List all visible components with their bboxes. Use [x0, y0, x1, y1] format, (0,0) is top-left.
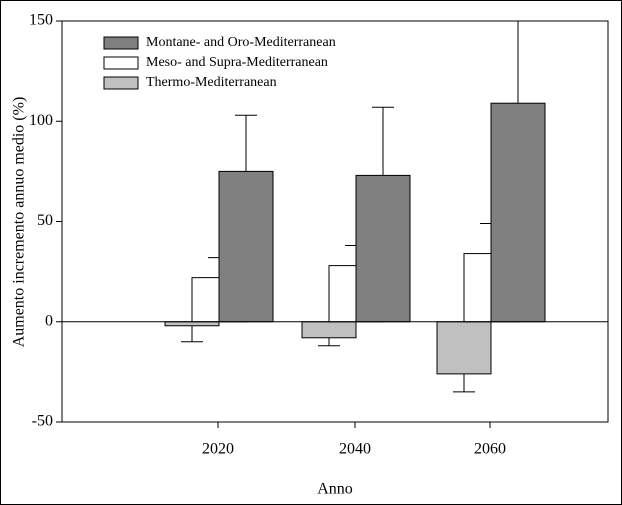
y-tick-label: 100: [29, 112, 53, 129]
y-tick-label: -50: [32, 413, 53, 430]
legend-label: Meso- and Supra-Mediterranean: [146, 55, 328, 70]
y-tick-label: 0: [45, 312, 53, 329]
legend-label: Thermo-Mediterranean: [146, 75, 277, 90]
y-axis-label: Aumento incremento annuo medio (%): [11, 97, 28, 348]
bar: [490, 102, 546, 323]
legend-swatch: [103, 76, 139, 90]
x-tick-label: 2020: [202, 441, 234, 458]
bar: [301, 321, 357, 339]
legend-label: Montane- and Oro-Mediterranean: [146, 35, 336, 50]
legend-swatch: [103, 56, 139, 70]
bar: [164, 321, 220, 327]
y-tick-label: 150: [29, 12, 53, 29]
y-tick-label: 50: [37, 212, 53, 229]
x-tick-label: 2040: [339, 441, 371, 458]
legend-swatch: [103, 36, 139, 50]
plot: [164, 21, 546, 393]
x-axis-label: Anno: [317, 481, 353, 498]
bar: [218, 170, 274, 323]
x-tick-label: 2060: [474, 441, 506, 458]
bar: [436, 321, 492, 375]
bar: [355, 174, 411, 323]
